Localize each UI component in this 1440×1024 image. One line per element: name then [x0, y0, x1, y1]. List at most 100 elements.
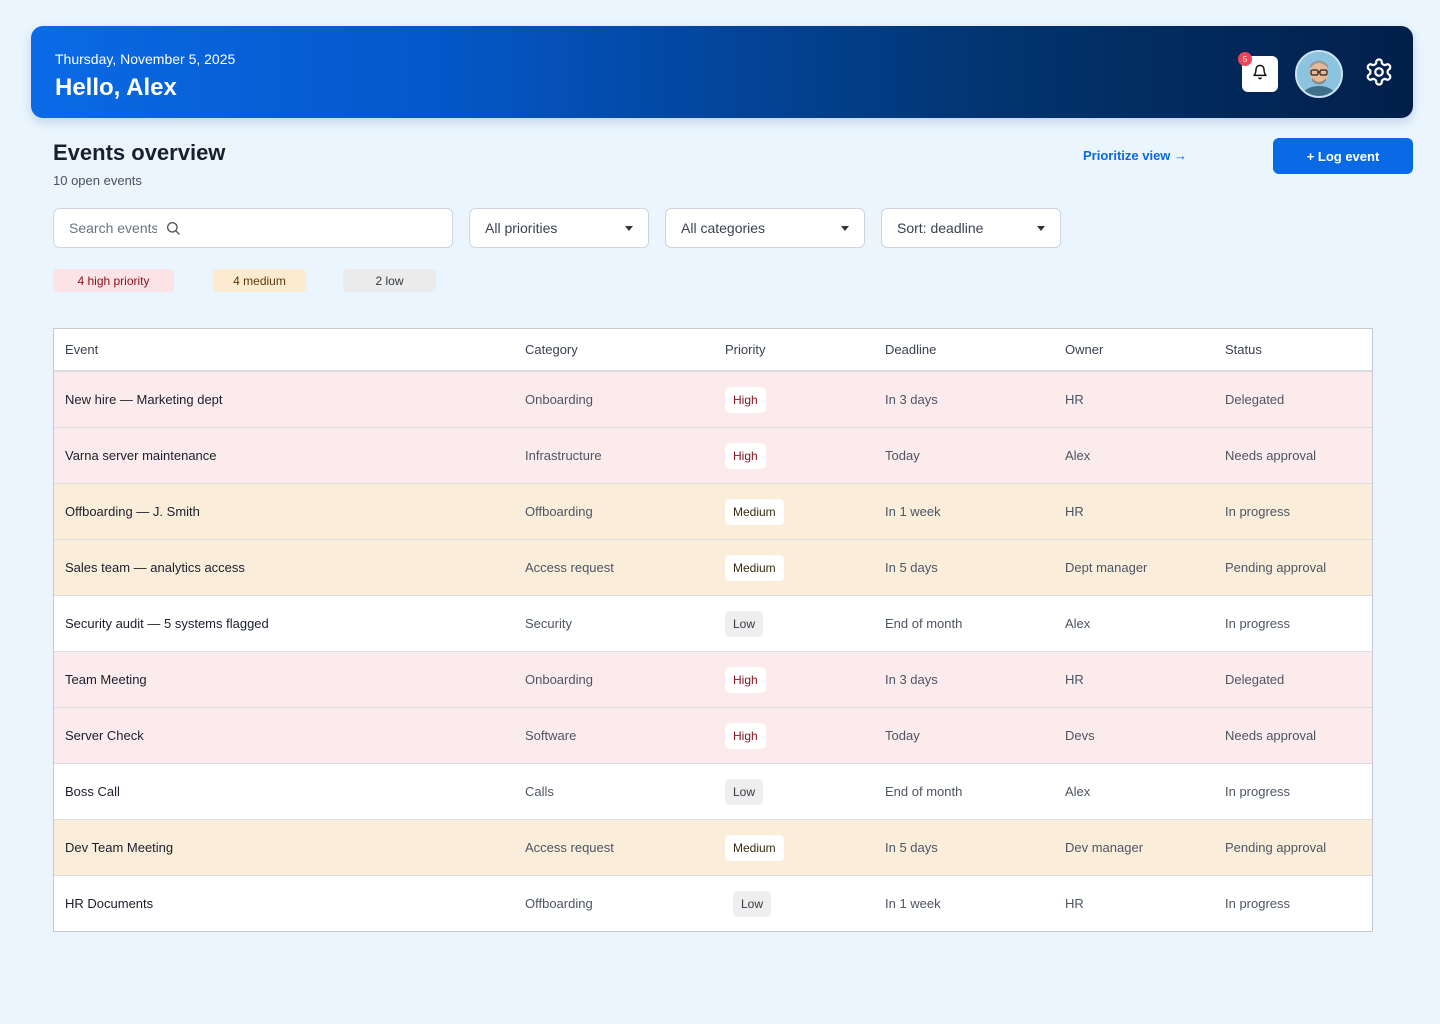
priority-cell: High: [725, 442, 766, 469]
column-header-status[interactable]: Status: [1225, 342, 1262, 357]
settings-button[interactable]: [1363, 57, 1395, 90]
table-row[interactable]: Boss Call Calls Low End of month Alex In prog…: [54, 764, 1372, 820]
column-header-event[interactable]: Event: [65, 342, 99, 357]
event-category: Onboarding: [525, 672, 593, 687]
avatar[interactable]: [1295, 50, 1343, 98]
column-header-deadline[interactable]: Deadline: [885, 342, 937, 357]
page-subtitle: 10 open events: [53, 173, 142, 188]
event-deadline: End of month: [885, 616, 963, 631]
event-status: In progress: [1225, 504, 1291, 519]
priority-filter[interactable]: All priorities: [469, 208, 649, 248]
event-status: Delegated: [1225, 392, 1285, 407]
table-row[interactable]: Offboarding — J. Smith Offboarding Medium I…: [54, 484, 1372, 540]
event-owner: Alex: [1065, 448, 1091, 463]
notifications-button[interactable]: 5: [1238, 52, 1278, 92]
event-owner: HR: [1065, 392, 1084, 407]
event-owner: Alex: [1065, 784, 1091, 799]
event-name: New hire — Marketing dept: [65, 392, 223, 407]
priority-cell: Medium: [725, 834, 784, 861]
event-deadline: In 1 week: [885, 896, 941, 911]
category-filter[interactable]: All categories: [665, 208, 865, 248]
column-header-owner[interactable]: Owner: [1065, 342, 1104, 357]
table-row[interactable]: Varna server maintenance Infrastructure Hi…: [54, 428, 1372, 484]
sort-select-value: Sort: deadline: [897, 220, 984, 236]
log-event-button[interactable]: + Log event: [1273, 138, 1413, 174]
event-deadline: Today: [885, 448, 920, 463]
priority-badge: Medium: [725, 498, 784, 525]
header-date: Thursday, November 5, 2025: [55, 51, 236, 67]
priority-badge: High: [725, 442, 766, 469]
chevron-down-icon: [841, 225, 849, 231]
event-deadline: Today: [885, 728, 920, 743]
event-owner: HR: [1065, 672, 1084, 687]
priority-cell: High: [725, 722, 766, 749]
column-header-priority[interactable]: Priority: [725, 342, 766, 357]
priority-badge: Low: [725, 610, 764, 637]
search-box: [53, 208, 453, 248]
prioritize-view-link[interactable]: Prioritize view →: [1083, 148, 1188, 163]
event-status: In progress: [1225, 784, 1291, 799]
event-deadline: End of month: [885, 784, 963, 799]
event-category: Calls: [525, 784, 554, 799]
event-category: Offboarding: [525, 504, 593, 519]
high-priority-count[interactable]: 4 high priority: [53, 269, 174, 292]
table-row[interactable]: Server Check Software High Today Devs Needs a…: [54, 708, 1372, 764]
medium-priority-count[interactable]: 4 medium: [213, 269, 306, 292]
priority-cell: Low: [725, 778, 764, 805]
event-category: Access request: [525, 560, 614, 575]
event-category: Security: [525, 616, 572, 631]
table-row[interactable]: HR Documents Offboarding Low In 1 week HR In …: [54, 876, 1372, 931]
event-name: Sales team — analytics access: [65, 560, 245, 575]
event-deadline: In 5 days: [885, 560, 938, 575]
event-name: Security audit — 5 systems flagged: [65, 616, 269, 631]
event-owner: HR: [1065, 896, 1084, 911]
priority-badge: Low: [725, 778, 764, 805]
search-icon[interactable]: [165, 220, 181, 236]
chevron-down-icon: [625, 225, 633, 231]
priority-badge: Medium: [725, 554, 784, 581]
event-name: Server Check: [65, 728, 144, 743]
column-header-category[interactable]: Category: [525, 342, 578, 357]
notification-badge: 5: [1238, 52, 1252, 66]
bell-icon: [1252, 64, 1268, 85]
event-name: Dev Team Meeting: [65, 840, 174, 855]
low-priority-count[interactable]: 2 low: [343, 269, 436, 292]
event-name: Varna server maintenance: [65, 448, 217, 463]
event-owner: HR: [1065, 504, 1084, 519]
event-status: Pending approval: [1225, 840, 1327, 855]
event-deadline: In 3 days: [885, 672, 938, 687]
event-deadline: In 1 week: [885, 504, 941, 519]
category-filter-value: All categories: [681, 220, 766, 236]
table-row[interactable]: Sales team — analytics access Access requ…: [54, 540, 1372, 596]
greeting: Hello, Alex: [55, 74, 177, 101]
table-row[interactable]: Security audit — 5 systems flagged Securi…: [54, 596, 1372, 652]
priority-cell: Medium: [725, 498, 784, 525]
event-status: Delegated: [1225, 672, 1285, 687]
event-name: Boss Call: [65, 784, 120, 799]
event-owner: Alex: [1065, 616, 1091, 631]
event-category: Software: [525, 728, 577, 743]
event-name: HR Documents: [65, 896, 154, 911]
page-title: Events overview: [53, 140, 226, 165]
chevron-down-icon: [1037, 225, 1045, 231]
priority-cell: Low: [733, 890, 772, 917]
table-row[interactable]: Team Meeting Onboarding High In 3 days HR Del…: [54, 652, 1372, 708]
search-input[interactable]: [69, 220, 157, 236]
event-deadline: In 3 days: [885, 392, 938, 407]
header-banner: Thursday, November 5, 2025 Hello, Alex 5: [31, 26, 1413, 118]
table-header: Event Category Priority Deadline Owner S…: [54, 329, 1372, 372]
table-row[interactable]: Dev Team Meeting Access request Medium In 5…: [54, 820, 1372, 876]
event-status: Pending approval: [1225, 560, 1327, 575]
event-category: Onboarding: [525, 392, 593, 407]
priority-badge: High: [725, 722, 766, 749]
priority-filter-value: All priorities: [485, 220, 558, 236]
event-category: Infrastructure: [525, 448, 602, 463]
event-name: Team Meeting: [65, 672, 147, 687]
priority-cell: High: [725, 666, 766, 693]
priority-badge: High: [725, 386, 766, 413]
event-status: Needs approval: [1225, 728, 1317, 743]
event-owner: Dev manager: [1065, 840, 1144, 855]
sort-select[interactable]: Sort: deadline: [881, 208, 1061, 248]
priority-badge: Medium: [725, 834, 784, 861]
table-row[interactable]: New hire — Marketing dept Onboarding High I…: [54, 372, 1372, 428]
